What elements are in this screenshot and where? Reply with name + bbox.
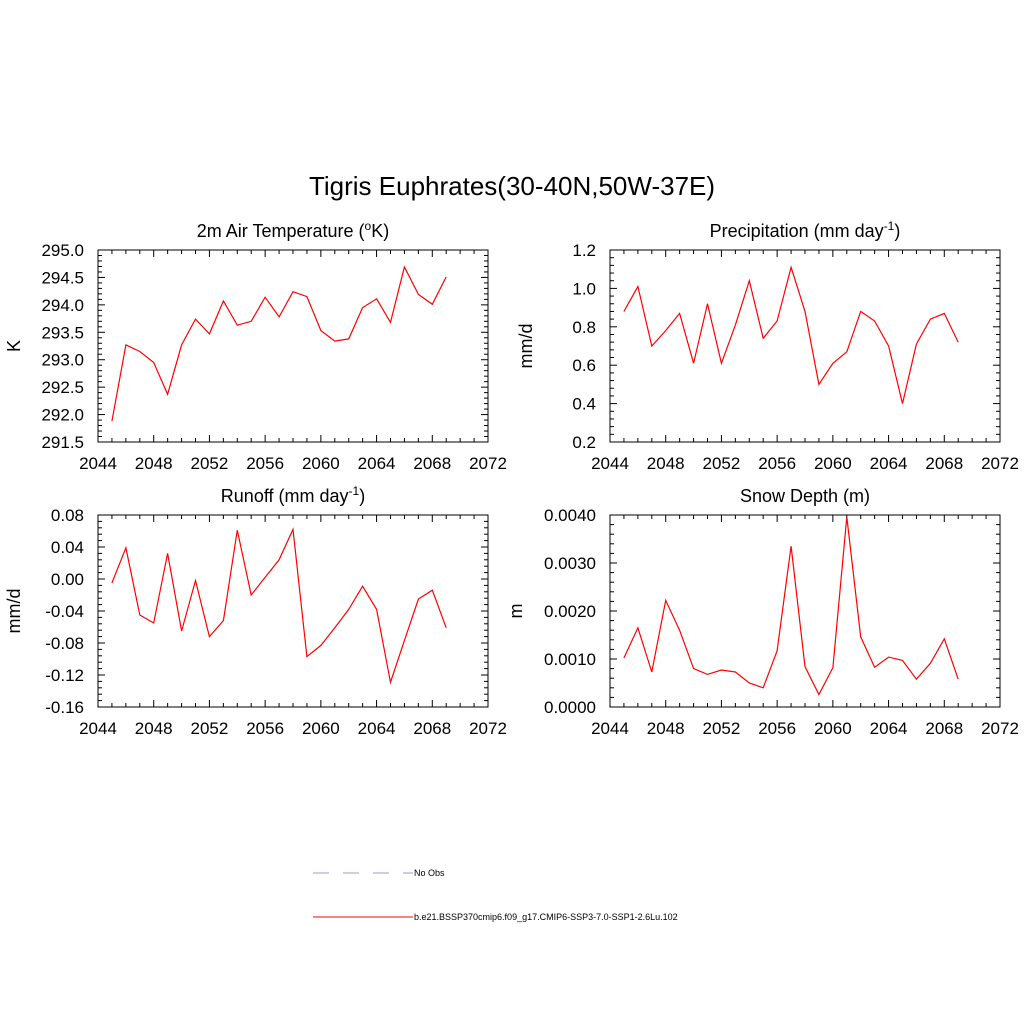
snow-depth-xtick-label: 2052 — [703, 719, 741, 738]
precipitation-ytick-label: 0.2 — [572, 433, 596, 452]
panel-runoff: 2044 2048 2052 2056 2060 2064 2068 2072 -0.16 -0.… — [4, 484, 507, 738]
air-temperature-ylabel: K — [4, 340, 24, 352]
air-temperature-xtick-label: 2048 — [135, 454, 173, 473]
figure-title: Tigris Euphrates(30-40N,50W-37E) — [309, 171, 715, 201]
precipitation-title: Precipitation (mm day-1) — [710, 219, 901, 241]
air-temperature-xtick-label: 2044 — [79, 454, 117, 473]
air-temperature-ytick-label: 292.0 — [41, 406, 84, 425]
air-temperature-xtick-label: 2072 — [469, 454, 507, 473]
precipitation-plot-frame — [609, 249, 1001, 443]
precipitation-ylabel: mm/d — [516, 324, 536, 369]
snow-depth-title: Snow Depth (m) — [740, 486, 870, 506]
air-temperature-xtick-label: 2064 — [358, 454, 396, 473]
runoff-ytick-label: -0.04 — [45, 602, 84, 621]
runoff-series-line — [111, 527, 447, 685]
runoff-ytick-label: 0.04 — [51, 538, 84, 557]
precipitation-ytick-label: 0.4 — [572, 395, 596, 414]
snow-depth-xtick-label: 2044 — [591, 719, 629, 738]
snow-depth-series-line — [623, 516, 959, 696]
snow-depth-ytick-label: 0.0030 — [544, 554, 596, 573]
runoff-xtick-label: 2044 — [79, 719, 117, 738]
precipitation-xtick-label: 2068 — [925, 454, 963, 473]
precipitation-xtick-label: 2060 — [814, 454, 852, 473]
snow-depth-xtick-label: 2072 — [981, 719, 1019, 738]
precipitation-xtick-label: 2044 — [591, 454, 629, 473]
precipitation-xtick-label: 2052 — [703, 454, 741, 473]
snow-depth-xtick-label: 2048 — [647, 719, 685, 738]
panel-air-temperature: 2044 2048 2052 2056 2060 2064 2068 2072 291.5 292… — [4, 219, 507, 473]
precipitation-ytick-label: 0.6 — [572, 356, 596, 375]
air-temperature-series-line — [111, 265, 447, 422]
runoff-xtick-label: 2056 — [246, 719, 284, 738]
air-temperature-xtick-label: 2068 — [413, 454, 451, 473]
runoff-ytick-label: -0.16 — [45, 698, 84, 717]
runoff-xtick-label: 2060 — [302, 719, 340, 738]
precipitation-ytick-label: 0.8 — [572, 318, 596, 337]
snow-depth-ytick-label: 0.0040 — [544, 506, 596, 525]
runoff-ytick-label: 0.08 — [51, 506, 84, 525]
runoff-xtick-label: 2052 — [191, 719, 229, 738]
runoff-ytick-label: -0.12 — [45, 666, 84, 685]
snow-depth-xtick-label: 2068 — [925, 719, 963, 738]
air-temperature-ytick-label: 294.0 — [41, 296, 84, 315]
snow-depth-xtick-label: 2064 — [870, 719, 908, 738]
snow-depth-ytick-label: 0.0020 — [544, 602, 596, 621]
precipitation-ytick-label: 1.2 — [572, 241, 596, 260]
air-temperature-ytick-label: 294.5 — [41, 268, 84, 287]
precipitation-ytick-label: 1.0 — [572, 279, 596, 298]
air-temperature-ytick-label: 293.0 — [41, 351, 84, 370]
snow-depth-xtick-label: 2056 — [758, 719, 796, 738]
precipitation-xtick-label: 2064 — [870, 454, 908, 473]
air-temperature-xtick-label: 2056 — [246, 454, 284, 473]
air-temperature-ytick-label: 292.5 — [41, 378, 84, 397]
snow-depth-xtick-label: 2060 — [814, 719, 852, 738]
runoff-xtick-label: 2072 — [469, 719, 507, 738]
air-temperature-xtick-label: 2052 — [191, 454, 229, 473]
legend-label-run: b.e21.BSSP370cmip6.f09_g17.CMIP6-SSP3-7.… — [414, 912, 678, 922]
runoff-ytick-label: 0.00 — [51, 570, 84, 589]
runoff-xtick-label: 2064 — [358, 719, 396, 738]
precipitation-xtick-label: 2056 — [758, 454, 796, 473]
snow-depth-ytick-label: 0.0010 — [544, 650, 596, 669]
air-temperature-ytick-label: 291.5 — [41, 433, 84, 452]
air-temperature-ytick-label: 295.0 — [41, 241, 84, 260]
precipitation-xtick-label: 2072 — [981, 454, 1019, 473]
panel-precipitation: 2044 2048 2052 2056 2060 2064 2068 2072 0.2 0.4 0.… — [516, 219, 1019, 473]
precipitation-xtick-label: 2048 — [647, 454, 685, 473]
runoff-ylabel: mm/d — [4, 589, 24, 634]
legend: No Obs b.e21.BSSP370cmip6.f09_g17.CMIP6-… — [313, 868, 678, 922]
air-temperature-title: 2m Air Temperature (oK) — [197, 219, 389, 241]
runoff-ytick-label: -0.08 — [45, 634, 84, 653]
snow-depth-plot-frame — [609, 514, 1001, 708]
legend-label-no-obs: No Obs — [414, 868, 445, 878]
air-temperature-xtick-label: 2060 — [302, 454, 340, 473]
runoff-xtick-label: 2048 — [135, 719, 173, 738]
air-temperature-ytick-label: 293.5 — [41, 323, 84, 342]
runoff-xtick-label: 2068 — [413, 719, 451, 738]
runoff-title: Runoff (mm day-1) — [221, 484, 365, 506]
snow-depth-ylabel: m — [506, 604, 526, 619]
precipitation-series-line — [623, 265, 959, 404]
snow-depth-ytick-label: 0.0000 — [544, 698, 596, 717]
air-temperature-plot-frame — [97, 249, 489, 443]
panel-snow-depth: 2044 2048 2052 2056 2060 2064 2068 2072 0.0000 0.… — [506, 486, 1019, 738]
